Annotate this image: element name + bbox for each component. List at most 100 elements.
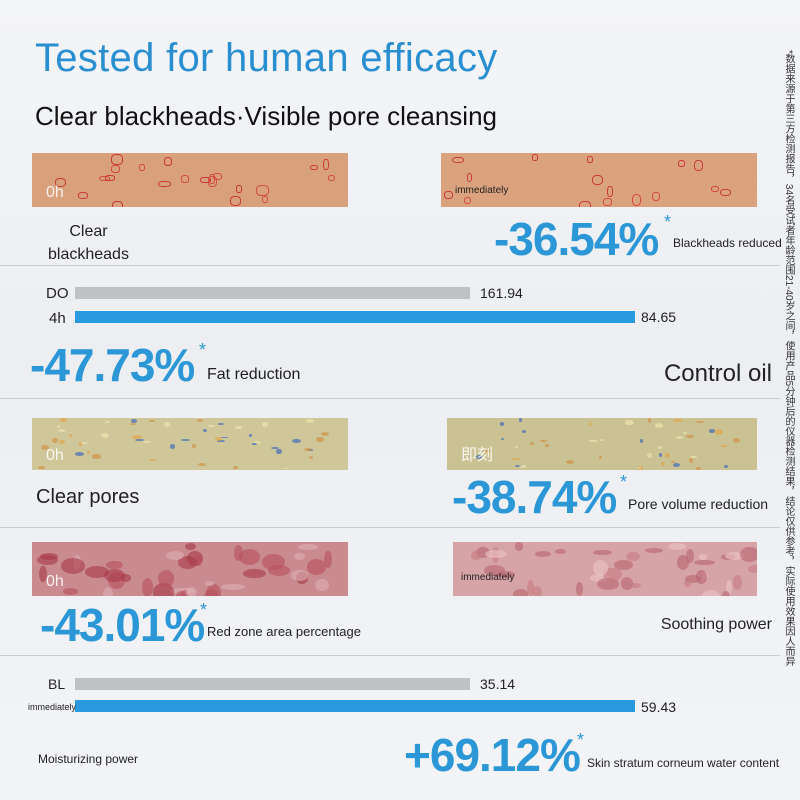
texture-spot (112, 200, 123, 207)
result: -47.73% (30, 339, 195, 391)
texture-spot (92, 454, 101, 459)
texture-spot (75, 452, 85, 457)
result-label: Fat reduction (207, 366, 301, 383)
texture-spot (202, 428, 208, 433)
texture-spot (725, 551, 745, 560)
texture-spot (121, 574, 132, 582)
texture-spot (522, 430, 526, 434)
caption: Control oil (663, 360, 772, 387)
texture-spot (631, 194, 642, 207)
texture-spot (220, 583, 245, 591)
skin-image: 0h (32, 418, 348, 470)
texture-spot (175, 590, 188, 596)
texture-spot (205, 580, 214, 587)
texture-spot (670, 461, 675, 464)
texture-spot (38, 465, 45, 469)
texture-spot (292, 438, 302, 444)
texture-spot (39, 565, 47, 583)
bar-label: immediately (28, 702, 77, 712)
texture-spot (40, 444, 49, 450)
texture-spot (672, 463, 680, 468)
image-label: 0h (46, 447, 64, 464)
caption: Moisturizing power (38, 752, 139, 766)
texture-spot (748, 565, 757, 573)
texture-spot (157, 570, 174, 588)
texture-spot (57, 428, 67, 432)
texture-spot (180, 438, 190, 441)
texture-spot (85, 565, 110, 578)
texture-spot (60, 557, 86, 575)
image-label: 0h (46, 184, 64, 201)
texture-spot (576, 581, 583, 596)
texture-spot (56, 425, 60, 429)
texture-spot (602, 198, 612, 206)
texture-spot (142, 441, 151, 444)
texture-spot (515, 465, 523, 467)
texture-spot (592, 549, 612, 556)
texture-spot (475, 454, 483, 459)
texture-spot (104, 569, 126, 582)
texture-spot (194, 554, 202, 566)
texture-spot (130, 423, 136, 426)
texture-spot (484, 565, 506, 576)
caption: Clear blackheads (48, 223, 129, 263)
texture-spot (284, 467, 289, 470)
texture-spot (105, 420, 111, 424)
texture-spot (701, 590, 721, 596)
bar-value: 161.94 (480, 285, 523, 301)
texture-spot (261, 195, 269, 203)
texture-spot (164, 157, 173, 167)
texture-spot (596, 577, 619, 591)
texture-spot (607, 185, 614, 198)
texture-spot (591, 175, 603, 186)
title: Tested for human efficacy (35, 36, 498, 80)
texture-spot (78, 191, 88, 199)
texture-spot (111, 154, 123, 166)
image-label: immediately (455, 185, 509, 196)
texture-spot (519, 465, 527, 468)
texture-spot (540, 439, 548, 442)
texture-spot (186, 587, 197, 596)
texture-spot (497, 571, 516, 579)
texture-spot (684, 579, 691, 587)
texture-spot (52, 437, 58, 443)
texture-spot (500, 421, 504, 426)
texture-spot (485, 549, 508, 559)
texture-spot (267, 564, 290, 576)
texture-spot (102, 587, 114, 596)
texture-spot (686, 435, 694, 438)
texture-spot (216, 439, 225, 443)
texture-spot (664, 453, 671, 459)
bar-value: 59.43 (641, 699, 677, 715)
subtitle: Clear blackheads·Visible pore cleansing (35, 101, 498, 131)
result-label: Skin stratum corneum water content (587, 756, 780, 770)
texture-spot (733, 438, 741, 444)
texture-spot (236, 185, 242, 194)
result: -43.01% (40, 599, 205, 651)
texture-spot (327, 175, 336, 182)
texture-spot (589, 422, 593, 426)
texture-spot (695, 467, 701, 470)
texture-spot (105, 175, 115, 181)
texture-spot (234, 544, 244, 561)
texture-spot (554, 549, 566, 555)
asterisk: * (200, 600, 208, 620)
texture-spot (677, 555, 689, 571)
texture-spot (249, 433, 253, 438)
texture-spot (251, 442, 257, 446)
bar (75, 287, 470, 299)
bar-value: 35.14 (480, 676, 516, 692)
texture-spot (673, 419, 683, 422)
texture-spot (699, 554, 708, 560)
image-label: 0h (46, 573, 64, 590)
texture-spot (715, 429, 724, 435)
texture-spot (689, 455, 697, 459)
texture-spot (678, 159, 686, 167)
asterisk: * (199, 340, 207, 360)
bar (75, 700, 635, 712)
texture-spot (316, 437, 324, 443)
texture-spot (620, 576, 633, 591)
asterisk: * (577, 730, 585, 750)
texture-spot (647, 418, 652, 423)
texture-spot (723, 465, 729, 469)
